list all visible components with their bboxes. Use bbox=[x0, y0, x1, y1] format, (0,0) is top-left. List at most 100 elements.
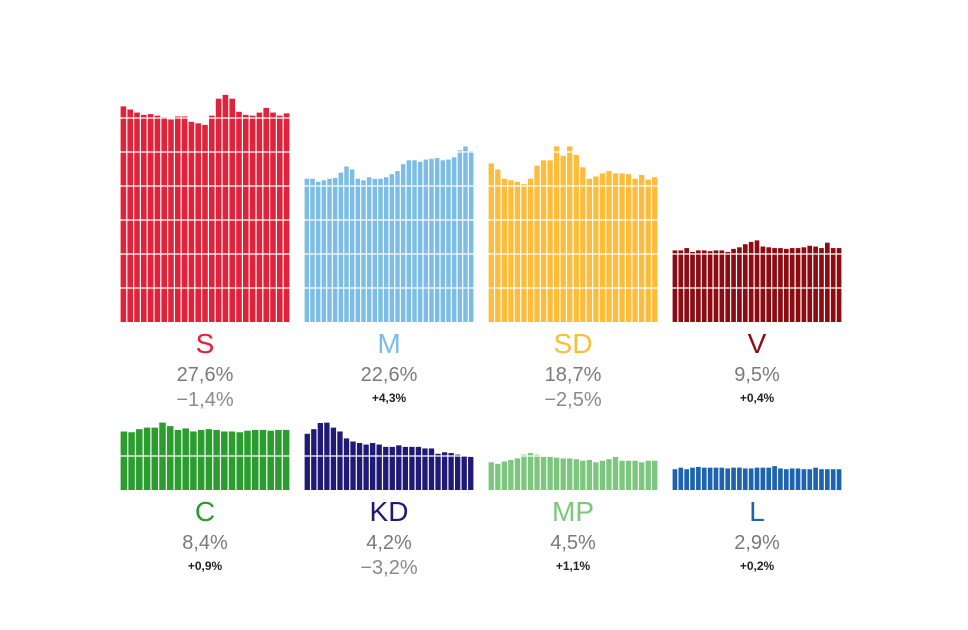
poll-bar bbox=[645, 460, 651, 490]
poll-bar bbox=[440, 160, 446, 322]
bar-chart-l bbox=[672, 421, 842, 490]
poll-bar bbox=[701, 250, 707, 322]
poll-bar bbox=[283, 113, 290, 322]
poll-bar bbox=[801, 247, 807, 322]
poll-bar bbox=[696, 250, 701, 322]
poll-bar bbox=[434, 157, 440, 322]
poll-bar bbox=[369, 443, 376, 490]
poll-bar bbox=[612, 456, 619, 490]
poll-bar bbox=[713, 250, 719, 322]
poll-bar bbox=[684, 469, 689, 490]
poll-bar bbox=[573, 459, 579, 490]
poll-bar bbox=[202, 124, 208, 322]
poll-bar bbox=[275, 429, 282, 490]
poll-bar bbox=[412, 160, 417, 322]
poll-bar bbox=[190, 431, 197, 490]
poll-bar bbox=[645, 179, 651, 322]
poll-bar bbox=[175, 116, 181, 322]
party-name: L bbox=[749, 496, 765, 527]
poll-bar bbox=[540, 160, 547, 322]
poll-bar bbox=[742, 244, 748, 322]
poll-bar bbox=[417, 161, 423, 322]
poll-bar bbox=[772, 248, 777, 322]
poll-bar bbox=[256, 112, 263, 322]
poll-bar bbox=[567, 458, 573, 490]
poll-bar bbox=[495, 463, 501, 490]
poll-bar bbox=[327, 178, 332, 322]
poll-bar bbox=[819, 248, 824, 322]
poll-bar bbox=[120, 431, 128, 490]
poll-bar bbox=[540, 456, 547, 490]
poll-bar bbox=[488, 462, 494, 490]
poll-bar bbox=[205, 429, 213, 490]
poll-bar bbox=[783, 469, 789, 490]
poll-bar bbox=[593, 462, 599, 490]
poll-bar bbox=[737, 467, 742, 490]
poll-bar bbox=[819, 469, 824, 490]
poll-bar bbox=[696, 466, 701, 490]
party-panel-c: C 8,4% +0,9% bbox=[120, 390, 290, 588]
poll-bar bbox=[267, 430, 274, 490]
poll-bar bbox=[778, 468, 783, 490]
poll-bar bbox=[441, 452, 448, 490]
party-change: −1,4% bbox=[176, 389, 234, 411]
poll-bar bbox=[632, 178, 638, 322]
poll-bar bbox=[731, 248, 736, 322]
poll-bar bbox=[332, 178, 338, 322]
poll-bar bbox=[760, 467, 766, 490]
poll-bar bbox=[789, 468, 795, 490]
poll-bar bbox=[521, 184, 527, 322]
poll-bar bbox=[463, 146, 468, 322]
poll-bar bbox=[707, 251, 713, 322]
poll-bar bbox=[632, 460, 638, 490]
poll-bar bbox=[349, 169, 355, 322]
poll-bar bbox=[330, 427, 337, 490]
party-share: 4,2% bbox=[366, 532, 412, 554]
poll-bar bbox=[151, 427, 159, 490]
poll-bar bbox=[372, 178, 378, 322]
poll-bar bbox=[748, 241, 754, 322]
poll-bar bbox=[259, 429, 267, 490]
poll-bar bbox=[789, 248, 795, 322]
poll-bar bbox=[527, 453, 534, 490]
poll-bar bbox=[830, 248, 836, 322]
poll-bar bbox=[760, 246, 766, 322]
party-panel-sd: SD 18,7% −2,5% bbox=[488, 40, 658, 420]
poll-bar bbox=[625, 174, 632, 322]
poll-bar bbox=[343, 438, 350, 490]
party-name: V bbox=[747, 328, 767, 359]
poll-bar bbox=[652, 460, 658, 490]
poll-bar bbox=[580, 460, 586, 490]
poll-bar bbox=[813, 246, 818, 322]
poll-bar bbox=[801, 469, 807, 490]
poll-bar bbox=[527, 178, 534, 322]
poll-bar bbox=[188, 121, 195, 322]
poll-bar bbox=[406, 160, 412, 322]
poll-bar bbox=[468, 456, 474, 490]
poll-bar bbox=[215, 98, 222, 322]
poll-bar bbox=[468, 151, 474, 322]
poll-bar bbox=[321, 180, 327, 322]
poll-bar bbox=[315, 181, 321, 322]
bar-chart-c bbox=[120, 421, 290, 490]
poll-bar bbox=[277, 115, 283, 322]
poll-bar bbox=[310, 178, 315, 322]
poll-bar bbox=[383, 446, 389, 490]
bar-chart-s bbox=[120, 49, 290, 323]
poll-bar bbox=[435, 453, 441, 490]
poll-bar bbox=[446, 159, 451, 322]
poll-bar bbox=[422, 448, 428, 490]
poll-bar bbox=[350, 441, 356, 490]
poll-bar bbox=[263, 107, 269, 322]
party-share: 8,4% bbox=[182, 532, 228, 554]
poll-bar bbox=[754, 240, 760, 322]
party-share: 2,9% bbox=[734, 532, 780, 554]
poll-bar bbox=[534, 165, 540, 322]
party-name: S bbox=[195, 328, 215, 359]
poll-bar bbox=[754, 467, 760, 490]
poll-bar bbox=[454, 454, 461, 490]
poll-bar bbox=[534, 454, 540, 490]
bar-chart-mp bbox=[488, 421, 658, 490]
poll-bar bbox=[428, 448, 435, 490]
poll-bar bbox=[344, 166, 349, 322]
